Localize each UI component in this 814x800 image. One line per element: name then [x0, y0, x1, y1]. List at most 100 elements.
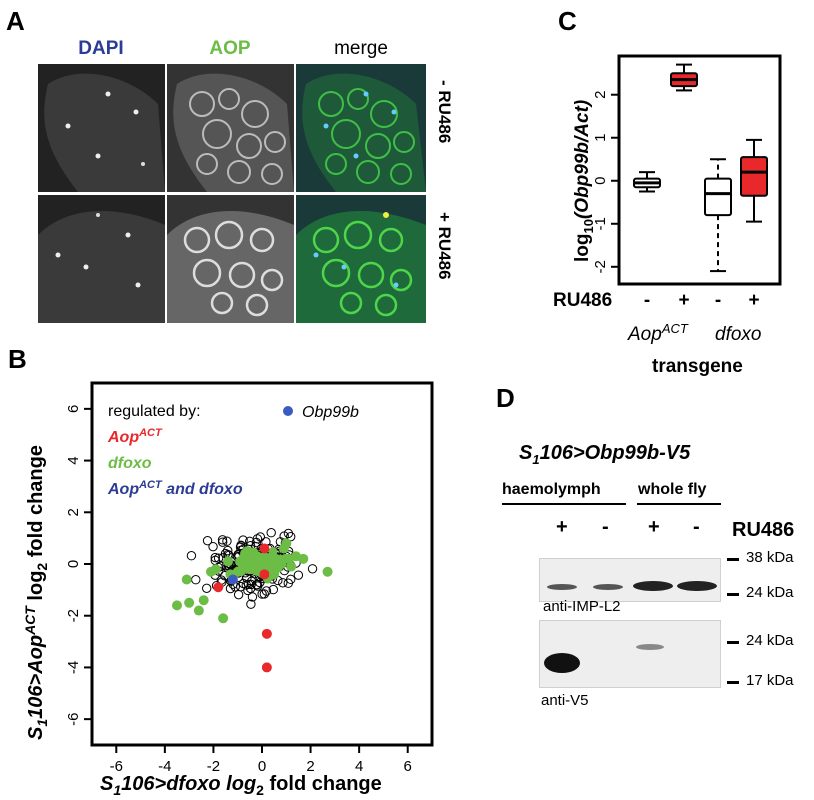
background-point: [208, 541, 218, 552]
lane-group-whole-fly: whole fly: [638, 481, 707, 498]
point-dfoxo: [286, 561, 297, 572]
background-point: [246, 576, 257, 587]
point-dfoxo: [269, 569, 280, 580]
background-point: [186, 550, 197, 561]
boxplot-boxes: [633, 63, 768, 273]
background-point: [251, 537, 262, 548]
point-dfoxo: [181, 574, 192, 585]
group-label-aop: AopACT: [627, 321, 689, 345]
x-tick-label: -4: [158, 758, 171, 775]
y-tick-label: -6: [65, 712, 82, 725]
boxplot-y-axis: -2 -1 0 1 2: [592, 91, 619, 273]
background-point: [246, 579, 256, 590]
background-point: [238, 535, 248, 545]
background-point: [286, 531, 296, 542]
y-tick-label: 0: [65, 560, 82, 568]
blot-label-v5: anti-V5: [541, 692, 589, 709]
y-tick-label: 6: [65, 405, 82, 413]
point-dfoxo: [184, 597, 195, 608]
micrograph-dapi-minus: [38, 64, 165, 192]
blot-imp-l2: [539, 558, 721, 602]
box-iqr: [704, 177, 732, 217]
background-point: [233, 589, 244, 600]
background-point: [210, 552, 220, 563]
background-point: [307, 564, 318, 574]
x-tick-label: -2: [207, 758, 220, 775]
panel-letter-a: A: [6, 6, 25, 36]
background-point: [286, 574, 296, 585]
point-dfoxo: [235, 556, 246, 567]
point-obp99b: [227, 574, 238, 585]
kda-tick-24-top: [727, 593, 739, 596]
scatter-series-points: [172, 538, 333, 673]
blot-treatment-label: RU486: [732, 519, 795, 541]
scatter-x-label: S1106>dfoxo log2 fold change: [100, 773, 382, 798]
treatment-lane-2: -: [602, 516, 609, 538]
background-point: [217, 537, 228, 547]
background-point: [247, 592, 258, 602]
blot-v5: [539, 620, 721, 688]
point-dfoxo: [223, 556, 233, 567]
background-point: [261, 586, 272, 596]
y-tick-label: -2: [592, 260, 609, 273]
micrograph-aop-minus: [167, 64, 294, 192]
y-tick-label: 4: [65, 456, 82, 464]
point-dfoxo: [232, 566, 243, 577]
legend-aop: AopACT: [107, 427, 163, 446]
point-dfoxo: [283, 553, 294, 564]
micrograph-aop-plus: [167, 195, 294, 323]
kda-tick-24-bottom: [727, 641, 739, 644]
background-point: [202, 535, 213, 546]
whole-fly-bracket: [637, 503, 721, 505]
treatment-mark: +: [678, 290, 689, 311]
x-tick-label: 6: [404, 758, 412, 775]
kda-tick-17: [727, 681, 739, 684]
point-dfoxo: [193, 605, 204, 616]
point-dfoxo: [247, 556, 258, 567]
point-dfoxo: [198, 595, 209, 606]
micrograph-merge-minus: [296, 64, 426, 192]
point-aop: [259, 543, 270, 554]
boxplot-frame: [617, 54, 782, 286]
point-aop: [261, 662, 272, 673]
point-dfoxo: [281, 538, 292, 549]
treatment-mark: +: [748, 290, 759, 311]
background-point: [243, 585, 253, 596]
scatter-x-axis: -6 -4 -2 0 2 4 6: [110, 745, 412, 775]
panel-letter-b: B: [8, 344, 27, 374]
legend-title: regulated by:: [108, 403, 201, 420]
box-iqr: [740, 156, 768, 197]
legend-obp99b-marker: [283, 406, 293, 416]
blot-title: S1106>Obp99b-V5: [519, 442, 691, 467]
kda-label-24-top: 24 kDa: [746, 584, 794, 601]
boxplot-treatment-label: RU486: [553, 290, 612, 311]
y-tick-label: 1: [592, 134, 609, 142]
legend-aop-and-dfoxo: AopACT and dfoxo: [107, 479, 243, 498]
point-dfoxo: [298, 553, 309, 564]
treatment-lane-3: +: [648, 516, 660, 538]
background-point: [201, 583, 212, 594]
point-aop: [213, 582, 224, 593]
blot-label-imp-l2: anti-IMP-L2: [543, 598, 621, 615]
x-tick-label: 0: [258, 758, 266, 775]
y-tick-label: -4: [65, 661, 82, 674]
background-point: [223, 545, 233, 556]
boxplot-y-label: log10(Obp99b/Act): [572, 100, 596, 262]
point-dfoxo: [259, 553, 270, 564]
kda-label-38: 38 kDa: [746, 549, 794, 566]
kda-label-17: 17 kDa: [746, 672, 794, 689]
x-tick-label: 2: [306, 758, 314, 775]
legend-dfoxo: dfoxo: [108, 455, 152, 472]
kda-tick-38: [727, 558, 739, 561]
y-tick-label: 0: [592, 177, 609, 185]
y-tick-label: -2: [65, 609, 82, 622]
haemolymph-bracket: [502, 503, 626, 505]
micrograph-merge-plus: [296, 195, 426, 323]
y-tick-label: 2: [65, 508, 82, 516]
group-label-dfoxo: dfoxo: [715, 324, 761, 345]
panel-letter-d: D: [496, 383, 515, 413]
point-aop: [259, 569, 270, 580]
point-dfoxo: [218, 613, 229, 624]
scatter-y-axis: -6 -4 -2 0 2 4 6: [65, 405, 92, 726]
